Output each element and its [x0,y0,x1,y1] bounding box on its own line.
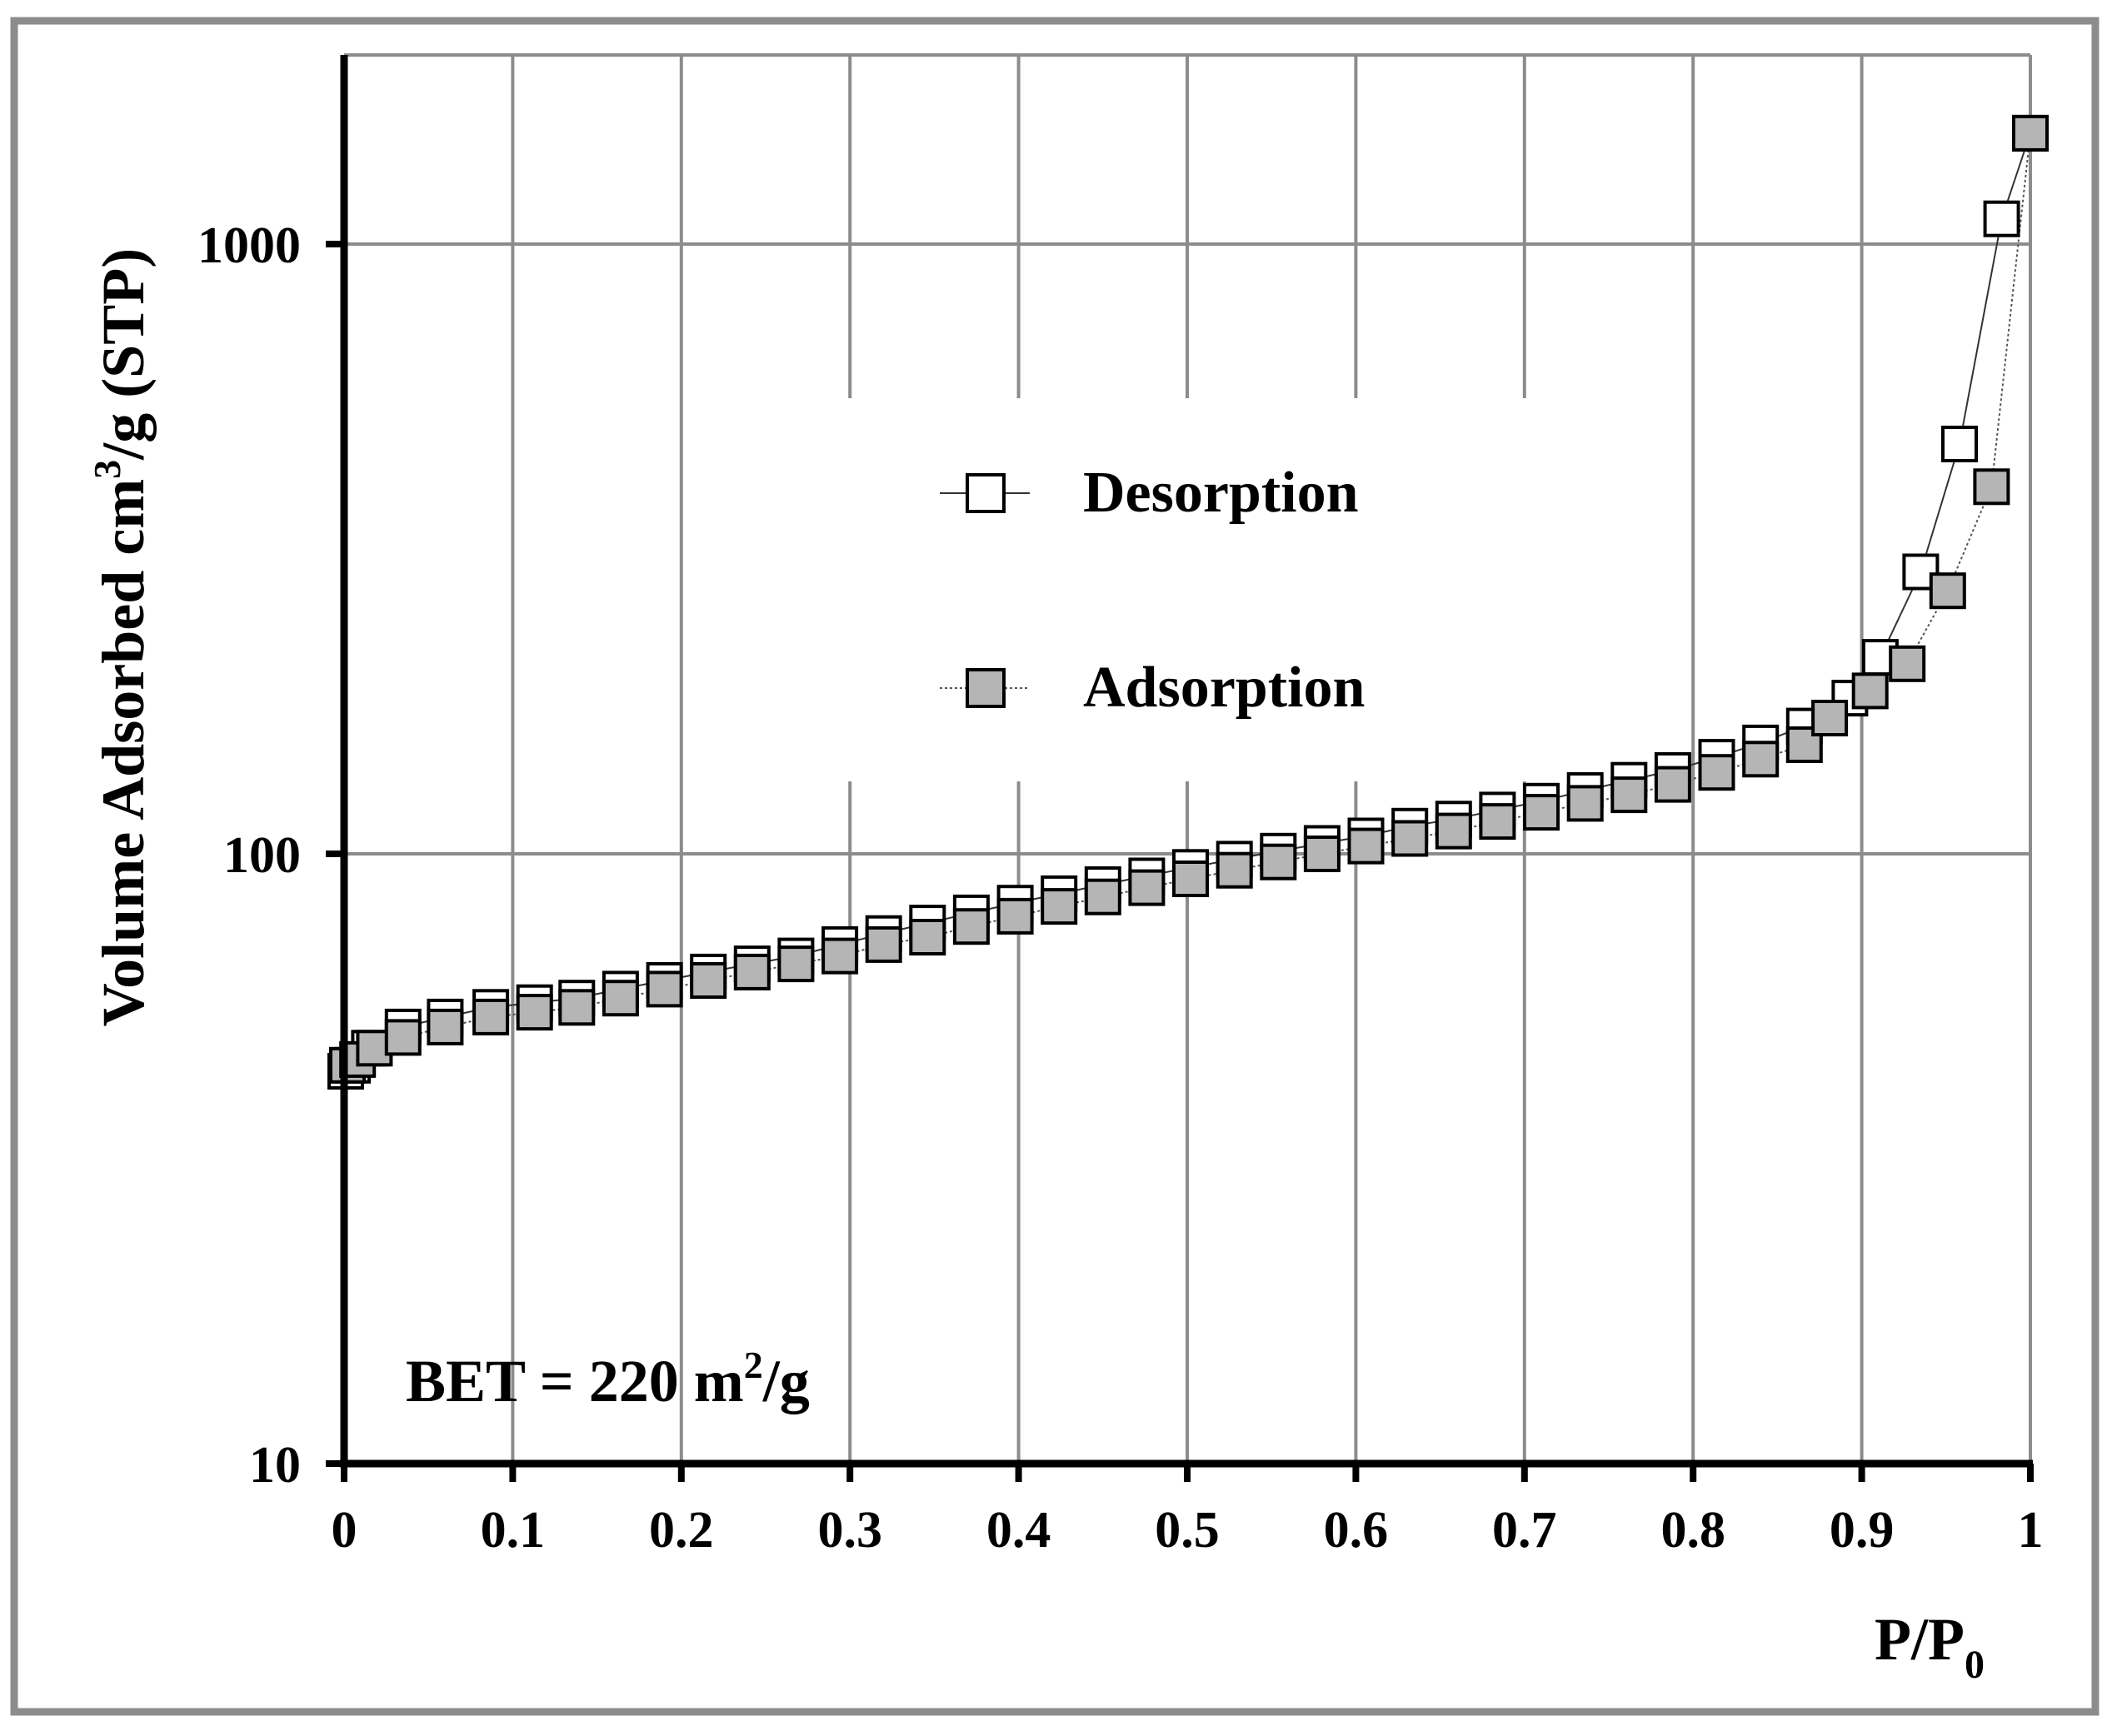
desorption-point [1983,200,2020,237]
adsorption-point [1973,468,2010,506]
adsorption-point [1041,888,1078,925]
y-axis-label-tail: /g (STP) [90,248,157,461]
adsorption-point [865,925,902,963]
adsorption-point [996,897,1034,935]
adsorption-point [1391,820,1429,857]
adsorption-point [427,1008,464,1045]
adsorption-point [384,1019,422,1056]
adsorption-point [1260,843,1297,880]
adsorption-point [777,945,815,983]
adsorption-point [1811,700,1849,736]
adsorption-point [821,937,859,975]
x-tick-label: 1 [2018,1502,2044,1559]
bet-annotation: BET = 220 m2/g [406,1344,810,1414]
adsorption-point [1128,869,1166,906]
legend-adsorption-marker [966,668,1006,708]
adsorption-point [1216,851,1253,889]
adsorption-point [646,970,683,1008]
adsorption-point [733,953,771,990]
x-tick-label: 0 [332,1502,357,1559]
y-axis-label-main: Volume Adsorbed cm [90,479,157,1026]
adsorption-point [1435,812,1472,850]
y-axis-label: Volume Adsorbed cm3/g (STP) [86,248,157,1026]
x-tick-label: 0.9 [1830,1502,1895,1559]
adsorption-point [1889,645,1926,682]
axis-ticks [326,241,2034,1482]
x-tick-label: 0.8 [1660,1502,1725,1559]
adsorption-point [1479,803,1516,841]
y-tick-label: 10 [249,1437,301,1494]
figure-frame [10,17,2100,1716]
legend-box [848,398,1530,781]
x-tick-label: 0.7 [1492,1502,1557,1559]
y-tick-label: 1000 [197,217,301,274]
legend-adsorption-label: Adsorption [1083,656,1365,720]
adsorption-point [1698,754,1735,791]
legend-desorption-marker [966,473,1006,513]
adsorption-point [602,980,639,1017]
adsorption-point [1303,836,1341,872]
tick-labels: 0 0.1 0.2 0.3 0.4 0.5 0.6 0.7 0.8 0.9 1 10 100 1000 [197,217,2044,1559]
x-axis-label-main: P/P [1875,1606,1965,1673]
adsorption-point [1172,861,1209,897]
adsorption-point [1566,785,1604,822]
adsorption-point [1742,741,1780,778]
adsorption-point [516,994,553,1031]
x-axis-label: P/P0 [1875,1606,1985,1687]
adsorption-point [690,962,727,999]
adsorption-point [2012,114,2049,152]
adsorption-point [1610,776,1648,814]
x-axis-label-subscript: 0 [1965,1643,1985,1687]
bet-prefix: BET = 220 m [406,1348,744,1414]
adsorption-point [1523,794,1560,831]
x-tick-label: 0.3 [817,1502,882,1559]
adsorption-point [1347,827,1385,865]
x-tick-label: 0.4 [986,1502,1051,1559]
adsorption-point [909,919,946,955]
bet-suffix: /g [762,1348,810,1414]
y-axis-label-superscript: 3 [86,460,128,479]
y-tick-label: 100 [223,827,301,884]
adsorption-point [1851,672,1889,710]
adsorption-point [1654,766,1691,803]
adsorption-point [558,989,596,1026]
x-tick-label: 0.2 [649,1502,714,1559]
desorption-point [1941,426,1978,462]
x-tick-label: 0.1 [481,1502,546,1559]
adsorption-point [1084,878,1121,915]
x-tick-label: 0.5 [1155,1502,1220,1559]
bet-superscript: 2 [744,1344,763,1386]
x-tick-label: 0.6 [1324,1502,1389,1559]
series-markers [327,114,2049,1090]
adsorption-point [1929,572,1966,610]
adsorption-point [472,998,510,1035]
legend: Desorption Adsorption [940,461,1365,720]
legend-desorption-label: Desorption [1083,461,1359,525]
adsorption-point [952,908,990,945]
